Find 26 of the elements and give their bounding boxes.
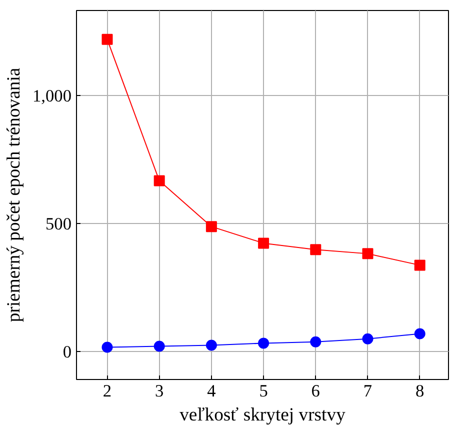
point	[414, 260, 426, 271]
point	[102, 342, 113, 353]
x-tick-label: 4	[207, 382, 216, 400]
x-tick-label: 5	[259, 382, 268, 400]
point	[258, 238, 270, 249]
point	[206, 221, 217, 232]
x-tick-label: 6	[311, 382, 320, 400]
x-tick-label: 8	[416, 382, 424, 400]
x-tick-label: 7	[363, 382, 372, 400]
point	[310, 244, 322, 256]
point	[362, 248, 374, 260]
x-tick-label: 2	[102, 382, 112, 400]
point	[206, 340, 217, 351]
point	[414, 328, 426, 340]
y-tick-label: 500	[46, 214, 72, 234]
point	[154, 175, 165, 186]
point	[362, 333, 374, 344]
point	[258, 338, 270, 349]
y-tick-label: 1,000	[32, 86, 72, 106]
y-axis-title: priemerný počet epoch trénovania	[4, 67, 25, 322]
point	[310, 336, 322, 348]
point	[154, 340, 165, 352]
x-tick-label: 3	[155, 382, 164, 400]
y-tick-label: 0	[62, 342, 72, 362]
point	[102, 34, 113, 45]
x-axis-title: veľkosť skrytej vrstvy	[180, 404, 346, 426]
